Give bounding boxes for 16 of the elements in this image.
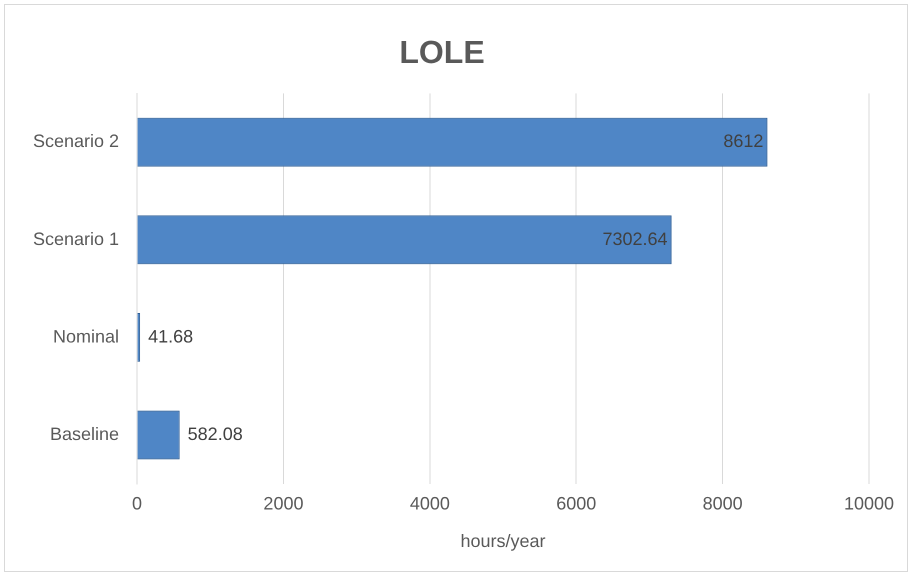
data-label: 41.68 xyxy=(148,326,194,346)
x-tick-label: 0 xyxy=(132,494,142,514)
y-tick-label: Scenario 2 xyxy=(32,131,120,152)
x-tick-label: 2000 xyxy=(263,494,304,514)
y-tick-label: Scenario 1 xyxy=(32,228,120,249)
data-label: 8612 xyxy=(723,131,764,152)
data-label: 582.08 xyxy=(188,424,243,444)
x-tick-label: 10000 xyxy=(844,494,894,514)
x-tick-label: 4000 xyxy=(410,494,450,514)
data-label: 7302.64 xyxy=(602,228,668,249)
x-axis-title: hours/year xyxy=(460,531,546,552)
x-tick-label: 8000 xyxy=(702,494,743,514)
chart-title: LOLE xyxy=(399,34,485,70)
x-tick-label: 6000 xyxy=(556,494,596,514)
y-tick-label: Nominal xyxy=(53,326,120,346)
y-tick-label: Baseline xyxy=(50,424,120,444)
